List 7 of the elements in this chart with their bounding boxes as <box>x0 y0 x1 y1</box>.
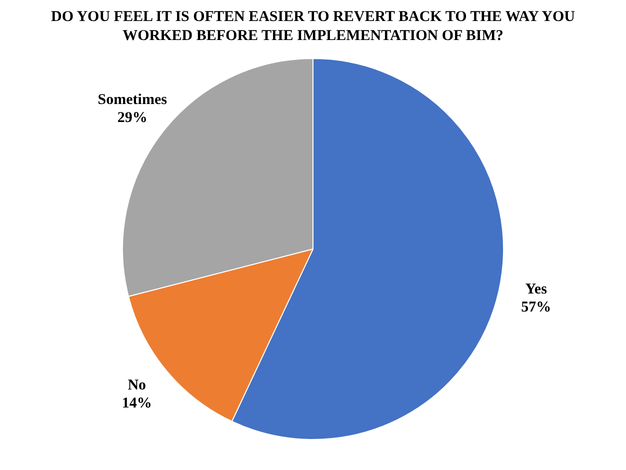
chart-title: DO YOU FEEL IT IS OFTEN EASIER TO REVERT BACK TO THE WAY YOU WORKED BEFORE THE IMPLEMENTATION OF BIM? <box>50 8 576 46</box>
slice-label: Yes <box>525 282 548 298</box>
data-label: 57% <box>521 300 552 316</box>
slice-label: No <box>128 378 146 394</box>
data-label: 29% <box>117 110 148 126</box>
slice-label: Sometimes <box>98 92 168 108</box>
data-label: 14% <box>122 396 152 412</box>
